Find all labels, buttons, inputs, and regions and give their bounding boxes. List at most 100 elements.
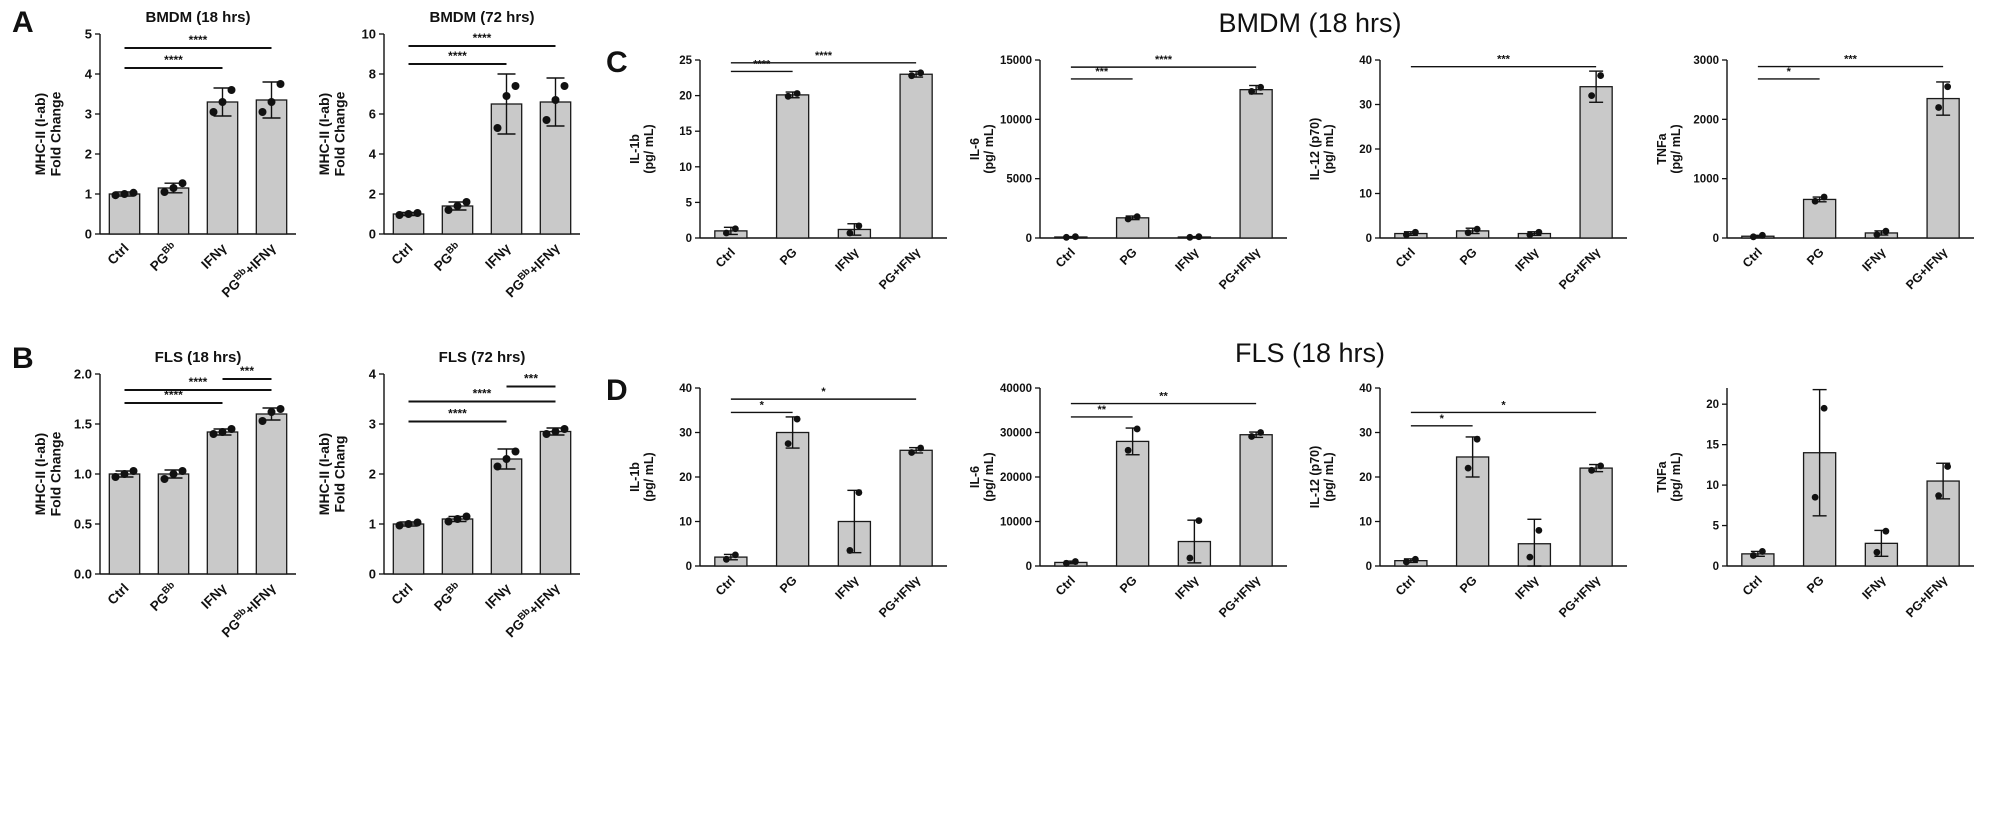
data-point (846, 229, 854, 237)
data-point (1062, 559, 1070, 567)
data-point (1758, 231, 1766, 239)
y-axis-label: MHC-II (I-ab)Fold Chang (318, 433, 348, 515)
x-category-label: Ctrl (713, 245, 738, 270)
chart-il12-fls: IL-12 (p70)(pg/ mL) 0 10 20 30 40 Ctrl PG IFNγ PG… (1308, 372, 1643, 654)
data-point (1935, 492, 1943, 500)
chart-A1-svg: BMDM (18 hrs) MHC-II (I-ab)Fold Change 0 1 2… (34, 9, 296, 300)
bar-PG-Bb-IFN- (255, 413, 288, 575)
data-point (276, 405, 285, 413)
chart-D3-svg: IL-12 (p70)(pg/ mL) 0 10 20 30 40 Ctrl PG IFNγ PG… (1308, 383, 1627, 620)
y-tick-label: 0.0 (74, 567, 92, 582)
data-point (1535, 228, 1543, 236)
y-tick-label: 30000 (1000, 428, 1032, 440)
chart-mhcii-bmdm-18hrs: BMDM (18 hrs) MHC-II (I-ab)Fold Change 0 1 2… (34, 2, 306, 336)
x-category-label: IFNγ (1512, 245, 1541, 274)
sig-label: **** (815, 50, 833, 62)
y-tick-label: 10 (679, 162, 692, 174)
data-point (793, 415, 801, 423)
data-point (1944, 463, 1952, 470)
x-category-label: Ctrl (1740, 573, 1765, 598)
data-point (560, 425, 569, 433)
x-category-label: Ctrl (1393, 573, 1418, 598)
x-category-label: Ctrl (713, 573, 738, 598)
data-point (1882, 227, 1890, 235)
data-point (1588, 466, 1596, 474)
sig-label: * (1501, 399, 1506, 411)
bar-PG-IFN- (1239, 434, 1273, 567)
data-point (511, 447, 520, 456)
chart-C4-svg: TNFa(pg/ mL) 0 1000 2000 3000 Ctrl PG IFNγ PG+IF… (1655, 54, 1974, 292)
sig-label: **** (189, 33, 208, 47)
x-category-label: PG+IFNγ (1903, 245, 1950, 292)
sig-label: * (1440, 413, 1445, 425)
x-category-label: PG (777, 245, 800, 268)
y-tick-label: 4 (369, 367, 377, 382)
x-category-label: PGBb+IFNγ (218, 239, 279, 300)
sig-label: *** (1095, 66, 1109, 78)
sig-label: ** (1159, 391, 1168, 403)
x-category-label: Ctrl (1053, 573, 1078, 598)
x-category-label: IFNγ (1859, 573, 1888, 602)
y-tick-label: 3 (369, 417, 376, 432)
panel-label-c: C (606, 46, 628, 79)
data-point (1588, 92, 1596, 99)
y-tick-label: 1 (369, 517, 376, 532)
bar-IFN- (206, 101, 239, 235)
chart-mhcii-fls-72hrs: FLS (72 hrs) MHC-II (I-ab)Fold Chang 0 1 2 3 4… (318, 342, 590, 676)
data-point (267, 408, 276, 416)
chart-il6-bmdm: IL-6(pg/ mL) 0 5000 10000 15000 Ctrl PG IFNγ PG+… (968, 44, 1303, 326)
data-point (1935, 104, 1943, 111)
x-category-label: PG+IFNγ (1216, 245, 1263, 292)
y-tick-label: 40000 (1000, 383, 1032, 395)
x-category-label: PG (1804, 573, 1827, 596)
y-axis-label: IL-6(pg/ mL) (968, 124, 996, 173)
y-tick-label: 2.0 (74, 367, 92, 382)
chart-title: FLS (18 hrs) (155, 349, 242, 366)
data-point (1473, 225, 1481, 233)
chart-title: BMDM (18 hrs) (145, 9, 250, 26)
panel-label-b: B (12, 342, 34, 375)
data-point (1257, 83, 1265, 91)
data-point (1811, 197, 1819, 205)
bar-PG (1802, 198, 1837, 239)
x-category-label: PG (1457, 245, 1480, 268)
y-tick-label: 6 (369, 107, 376, 122)
y-tick-label: 0 (1366, 233, 1372, 245)
data-point (1411, 228, 1419, 236)
x-category-label: Ctrl (389, 241, 416, 268)
data-point (178, 467, 187, 475)
y-tick-label: 30 (1359, 428, 1372, 440)
chart-mhcii-fls-18hrs: FLS (18 hrs) MHC-II (I-ab)Fold Change 0.0 0… (34, 342, 306, 676)
y-tick-label: 20 (1359, 472, 1372, 484)
bar-PG-IFN- (1579, 467, 1613, 567)
bar-PG (775, 431, 810, 567)
data-point (1526, 553, 1534, 561)
x-category-label: PG+IFNγ (1216, 573, 1263, 620)
y-tick-label: 2 (369, 187, 376, 202)
data-point (793, 90, 801, 97)
x-category-label: IFNγ (198, 580, 230, 612)
bar-PG (1115, 440, 1150, 567)
data-point (1124, 215, 1132, 223)
chart-D4-svg: TNFa(pg/ mL) 0 5 10 15 20 Ctrl PG IFNγ PG+IFNγ (1655, 388, 1974, 620)
sig-label: *** (1497, 54, 1511, 66)
bar-PG-IFN- (899, 449, 933, 567)
y-tick-label: 0 (85, 227, 92, 242)
y-tick-label: 3 (85, 107, 92, 122)
chart-D1-svg: IL-1b(pg/ mL) 0 10 20 30 40 Ctrl PG IFNγ PG+IFNγ *… (628, 383, 947, 620)
bar-PG-IFN- (1579, 86, 1613, 239)
data-point (1186, 554, 1194, 562)
x-category-label: IFNγ (832, 573, 861, 602)
data-point (1071, 233, 1079, 241)
data-point (1873, 548, 1881, 556)
data-point (178, 179, 187, 188)
x-category-label: PG (1804, 245, 1827, 268)
data-point (227, 425, 236, 433)
data-point (1749, 552, 1757, 559)
y-tick-label: 5000 (1006, 174, 1032, 186)
data-point (1597, 462, 1605, 470)
sig-label: **** (164, 388, 183, 402)
y-tick-label: 1000 (1693, 174, 1719, 186)
data-point (1464, 464, 1472, 472)
